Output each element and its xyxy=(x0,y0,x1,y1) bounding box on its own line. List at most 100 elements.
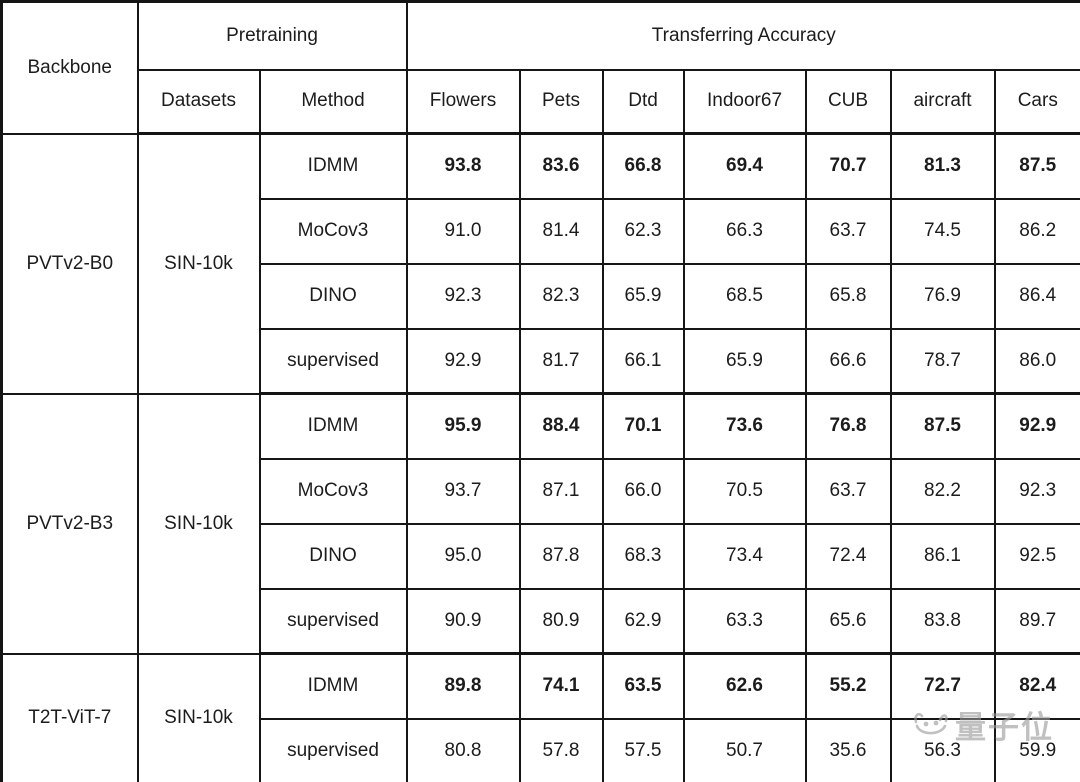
accuracy-value-cell: 81.3 xyxy=(889,132,996,200)
dataset-cell: SIN-10k xyxy=(136,392,261,655)
table-row: MoCov3 93.7 87.1 66.0 70.5 63.7 82.2 92.3 xyxy=(2,457,1080,525)
table-row: MoCov3 91.0 81.4 62.3 66.3 63.7 74.5 86.2 xyxy=(2,197,1080,265)
method-cell: supervised xyxy=(258,717,408,782)
accuracy-value-cell: 93.8 xyxy=(405,132,521,200)
table-row: DINO 95.0 87.8 68.3 73.4 72.4 86.1 92.5 xyxy=(2,522,1080,590)
method-cell: IDMM xyxy=(258,132,408,200)
accuracy-value-cell: 80.9 xyxy=(518,587,604,655)
accuracy-value-cell: 35.6 xyxy=(804,717,892,782)
method-cell: DINO xyxy=(258,262,408,330)
accuracy-value-cell: 63.7 xyxy=(804,457,892,525)
header-benchmark-indoor67: Indoor67 xyxy=(682,68,807,135)
header-transferring-accuracy: Transferring Accuracy xyxy=(405,0,1080,71)
accuracy-value-cell: 76.9 xyxy=(889,262,996,330)
header-benchmark-aircraft: aircraft xyxy=(889,68,996,135)
table-body: PVTv2-B0 SIN-10k IDMM 93.8 83.6 66.8 69.4 70.7 8… xyxy=(0,132,1080,782)
accuracy-value-cell: 57.5 xyxy=(601,717,685,782)
accuracy-value-cell: 87.8 xyxy=(518,522,604,590)
accuracy-value-cell: 92.9 xyxy=(405,327,521,395)
accuracy-value-cell: 74.5 xyxy=(889,197,996,265)
accuracy-value-cell: 81.4 xyxy=(518,197,604,265)
accuracy-value-cell: 92.3 xyxy=(405,262,521,330)
method-cell: supervised xyxy=(258,327,408,395)
accuracy-value-cell: 66.1 xyxy=(601,327,685,395)
backbone-cell: PVTv2-B3 xyxy=(0,392,139,655)
accuracy-value-cell: 65.9 xyxy=(601,262,685,330)
accuracy-value-cell: 86.0 xyxy=(993,327,1080,395)
accuracy-value-cell: 62.9 xyxy=(601,587,685,655)
header-datasets: Datasets xyxy=(136,68,261,135)
accuracy-value-cell: 80.8 xyxy=(405,717,521,782)
accuracy-value-cell: 86.2 xyxy=(993,197,1080,265)
method-cell: MoCov3 xyxy=(258,457,408,525)
accuracy-value-cell: 73.6 xyxy=(682,392,807,460)
accuracy-value-cell: 82.4 xyxy=(993,652,1080,720)
accuracy-value-cell: 89.8 xyxy=(405,652,521,720)
accuracy-value-cell: 87.5 xyxy=(993,132,1080,200)
accuracy-value-cell: 65.8 xyxy=(804,262,892,330)
accuracy-value-cell: 86.1 xyxy=(889,522,996,590)
table-row: PVTv2-B3 SIN-10k IDMM 95.9 88.4 70.1 73.6 76.8 8… xyxy=(0,392,1080,655)
accuracy-value-cell: 88.4 xyxy=(518,392,604,460)
header-benchmark-cars: Cars xyxy=(993,68,1080,135)
accuracy-value-cell: 63.3 xyxy=(682,587,807,655)
accuracy-value-cell: 83.8 xyxy=(889,587,996,655)
accuracy-value-cell: 87.1 xyxy=(518,457,604,525)
accuracy-value-cell: 72.7 xyxy=(889,652,996,720)
accuracy-value-cell: 90.9 xyxy=(405,587,521,655)
accuracy-value-cell: 68.5 xyxy=(682,262,807,330)
accuracy-value-cell: 89.7 xyxy=(993,587,1080,655)
method-cell: MoCov3 xyxy=(258,197,408,265)
table-row: supervised 90.9 80.9 62.9 63.3 65.6 83.8 89.7 xyxy=(2,587,1080,655)
accuracy-value-cell: 70.7 xyxy=(804,132,892,200)
accuracy-value-cell: 76.8 xyxy=(804,392,892,460)
accuracy-value-cell: 92.5 xyxy=(993,522,1080,590)
accuracy-value-cell: 74.1 xyxy=(518,652,604,720)
accuracy-value-cell: 66.8 xyxy=(601,132,685,200)
backbone-cell: PVTv2-B0 xyxy=(0,132,139,395)
accuracy-value-cell: 65.9 xyxy=(682,327,807,395)
accuracy-value-cell: 66.0 xyxy=(601,457,685,525)
accuracy-value-cell: 57.8 xyxy=(518,717,604,782)
dataset-cell: SIN-10k xyxy=(136,652,261,782)
table-header: Backbone Pretraining Transferring Accura… xyxy=(0,0,1080,135)
accuracy-value-cell: 83.6 xyxy=(518,132,604,200)
accuracy-value-cell: 95.0 xyxy=(405,522,521,590)
accuracy-value-cell: 72.4 xyxy=(804,522,892,590)
accuracy-value-cell: 55.2 xyxy=(804,652,892,720)
accuracy-value-cell: 63.7 xyxy=(804,197,892,265)
accuracy-value-cell: 82.2 xyxy=(889,457,996,525)
accuracy-value-cell: 63.5 xyxy=(601,652,685,720)
accuracy-value-cell: 50.7 xyxy=(682,717,807,782)
accuracy-value-cell: 92.9 xyxy=(993,392,1080,460)
accuracy-value-cell: 93.7 xyxy=(405,457,521,525)
header-benchmark-cub: CUB xyxy=(804,68,892,135)
header-backbone: Backbone xyxy=(0,0,139,135)
header-row-top: Backbone Pretraining Transferring Accura… xyxy=(0,0,1080,135)
header-pretraining: Pretraining xyxy=(136,0,408,71)
accuracy-value-cell: 95.9 xyxy=(405,392,521,460)
accuracy-value-cell: 91.0 xyxy=(405,197,521,265)
backbone-cell: T2T-ViT-7 xyxy=(0,652,139,782)
table-row: PVTv2-B0 SIN-10k IDMM 93.8 83.6 66.8 69.4 70.7 8… xyxy=(0,132,1080,395)
accuracy-value-cell: 66.3 xyxy=(682,197,807,265)
header-benchmark-pets: Pets xyxy=(518,68,604,135)
accuracy-value-cell: 62.3 xyxy=(601,197,685,265)
accuracy-value-cell: 87.5 xyxy=(889,392,996,460)
header-benchmark-dtd: Dtd xyxy=(601,68,685,135)
table-row: T2T-ViT-7 SIN-10k IDMM 89.8 74.1 63.5 62.6 55.2… xyxy=(0,652,1080,782)
table-row: supervised 92.9 81.7 66.1 65.9 66.6 78.7 86.0 xyxy=(2,327,1080,395)
dataset-cell: SIN-10k xyxy=(136,132,261,395)
accuracy-value-cell: 70.1 xyxy=(601,392,685,460)
accuracy-value-cell: 65.6 xyxy=(804,587,892,655)
accuracy-value-cell: 56.3 xyxy=(889,717,996,782)
accuracy-value-cell: 66.6 xyxy=(804,327,892,395)
method-cell: IDMM xyxy=(258,652,408,720)
header-benchmark-flowers: Flowers xyxy=(405,68,521,135)
accuracy-value-cell: 68.3 xyxy=(601,522,685,590)
method-cell: supervised xyxy=(258,587,408,655)
accuracy-value-cell: 78.7 xyxy=(889,327,996,395)
accuracy-value-cell: 81.7 xyxy=(518,327,604,395)
accuracy-value-cell: 59.9 xyxy=(993,717,1080,782)
